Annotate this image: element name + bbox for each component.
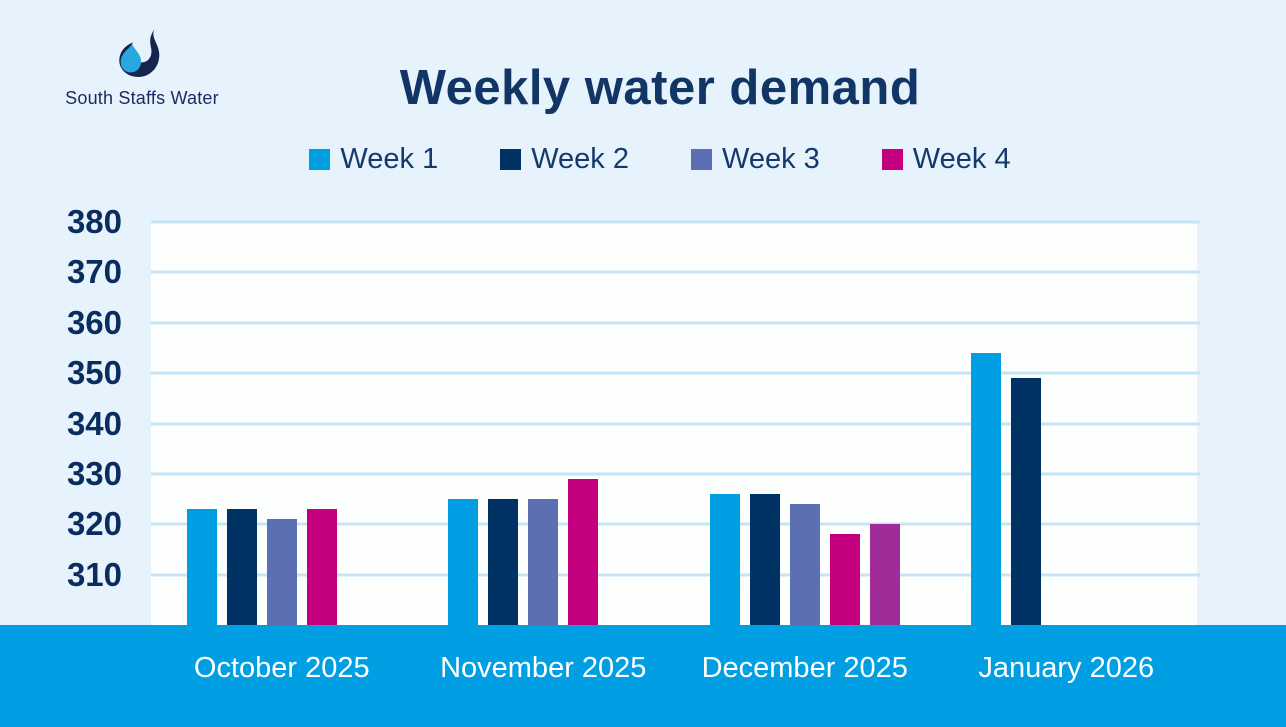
gridline-380 [151, 220, 1200, 224]
bar-october-2025-week-4 [306, 509, 337, 625]
bar-november-2025-week-3 [528, 499, 559, 625]
bar-december-2025-week-5 [869, 524, 900, 625]
bar-october-2025-week-3 [266, 519, 297, 625]
y-axis-tick-310: 310 [66, 555, 122, 593]
y-axis-tick-350: 350 [66, 354, 122, 392]
y-axis-tick-360: 360 [66, 303, 122, 341]
logo-wordmark: South Staffs Water [65, 88, 219, 108]
chart-title: Weekly water demand [399, 61, 921, 115]
gridline-330 [151, 472, 1200, 476]
gridline-350 [151, 371, 1200, 375]
y-axis-tick-370: 370 [66, 253, 122, 291]
x-axis-label-october-2025: October 2025 [193, 652, 370, 684]
legend-item-week-4: Week 4 [881, 143, 1011, 176]
bar-december-2025-week-2 [749, 494, 780, 625]
legend-swatch-icon [881, 149, 903, 170]
bar-october-2025-week-1 [186, 509, 217, 625]
legend-label: Week 1 [340, 143, 439, 175]
gridline-340 [151, 422, 1200, 425]
legend-swatch-icon [691, 149, 712, 170]
y-axis-tick-340: 340 [66, 404, 122, 442]
bar-november-2025-week-4 [568, 478, 599, 625]
gridline-370 [151, 270, 1200, 274]
legend-label: Week 3 [722, 143, 820, 175]
legend-label: Week 2 [531, 143, 629, 175]
legend-item-week-3: Week 3 [691, 143, 820, 176]
bar-november-2025-week-2 [488, 499, 519, 625]
x-axis-label-december-2025: December 2025 [701, 652, 908, 684]
x-axis-band [0, 625, 1286, 727]
bar-january-2026-week-2 [1011, 378, 1042, 625]
legend-swatch-icon [309, 149, 331, 170]
y-axis-tick-320: 320 [66, 505, 122, 543]
x-axis-label-november-2025: November 2025 [440, 652, 647, 684]
company-logo: South Staffs Water [58, 28, 226, 109]
bar-december-2025-week-3 [789, 504, 820, 625]
legend-label: Week 4 [912, 143, 1011, 175]
legend-swatch-icon [500, 149, 522, 170]
bar-december-2025-week-1 [709, 494, 740, 625]
legend-item-week-2: Week 2 [500, 143, 629, 176]
bar-january-2026-week-1 [971, 352, 1002, 625]
y-axis-tick-330: 330 [66, 454, 122, 492]
bar-december-2025-week-4 [829, 534, 860, 625]
y-axis-tick-380: 380 [66, 203, 122, 240]
legend-item-week-1: Week 1 [309, 143, 438, 176]
water-drop-icon [119, 28, 160, 77]
bar-october-2025-week-2 [226, 509, 257, 625]
gridline-310 [151, 573, 1200, 577]
x-axis-label-january-2026: January 2026 [978, 652, 1155, 684]
bar-november-2025-week-1 [448, 499, 479, 625]
gridline-360 [151, 321, 1200, 325]
gridline-320 [151, 522, 1200, 526]
chart-legend: Week 1 Week 2 Week 3 Week 4 [40, 143, 1280, 176]
